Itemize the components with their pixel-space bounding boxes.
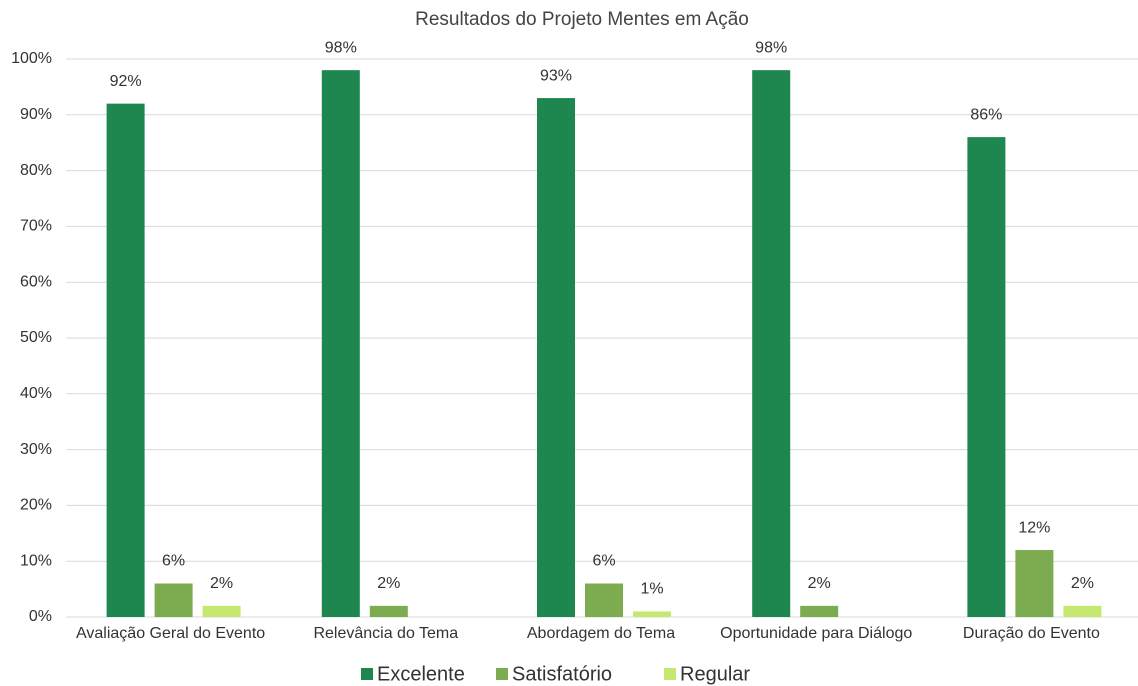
x-tick-label: Relevância do Tema [313, 625, 458, 642]
bar [106, 103, 145, 617]
chart-title: Resultados do Projeto Mentes em Ação [415, 9, 749, 30]
y-tick-label: 100% [11, 50, 52, 67]
bar [537, 98, 575, 617]
x-tick-label: Avaliação Geral do Evento [76, 625, 265, 642]
data-label: 12% [1018, 519, 1050, 536]
y-tick-label: 30% [20, 441, 52, 458]
bar [202, 605, 241, 617]
y-tick-label: 10% [20, 552, 52, 569]
legend-label: Regular [680, 663, 750, 685]
data-label: 1% [640, 581, 663, 598]
data-label: 2% [377, 575, 400, 592]
y-tick-label: 70% [20, 218, 52, 235]
data-label: 86% [970, 106, 1002, 123]
legend-label: Satisfatório [512, 663, 612, 685]
data-label: 6% [592, 553, 615, 570]
x-tick-label: Duração do Evento [963, 625, 1100, 642]
legend-swatch [361, 668, 373, 680]
legend-swatch [496, 668, 508, 680]
y-tick-label: 40% [20, 385, 52, 402]
legend-label: Excelente [377, 663, 465, 685]
y-tick-label: 0% [29, 608, 52, 625]
data-label: 98% [755, 39, 787, 56]
data-label: 92% [110, 73, 142, 90]
data-label: 93% [540, 67, 572, 84]
bar [154, 583, 193, 617]
bar [1063, 605, 1102, 617]
y-tick-label: 20% [20, 497, 52, 514]
x-tick-label: Abordagem do Tema [527, 625, 675, 642]
bar [633, 611, 671, 617]
legend-swatch [664, 668, 676, 680]
bar [752, 70, 791, 617]
data-label: 98% [325, 39, 357, 56]
y-tick-label: 90% [20, 106, 52, 123]
y-tick-label: 60% [20, 273, 52, 290]
bar [1015, 550, 1054, 617]
bar [585, 583, 623, 617]
data-label: 2% [210, 575, 233, 592]
x-tick-label: Oportunidade para Diálogo [720, 625, 912, 642]
bar [321, 70, 360, 617]
bar [800, 605, 839, 617]
data-label: 2% [1071, 575, 1094, 592]
data-label: 6% [162, 553, 185, 570]
data-label: 2% [808, 575, 831, 592]
y-tick-label: 50% [20, 329, 52, 346]
bar [369, 605, 408, 617]
bar [967, 137, 1006, 617]
y-tick-label: 80% [20, 162, 52, 179]
